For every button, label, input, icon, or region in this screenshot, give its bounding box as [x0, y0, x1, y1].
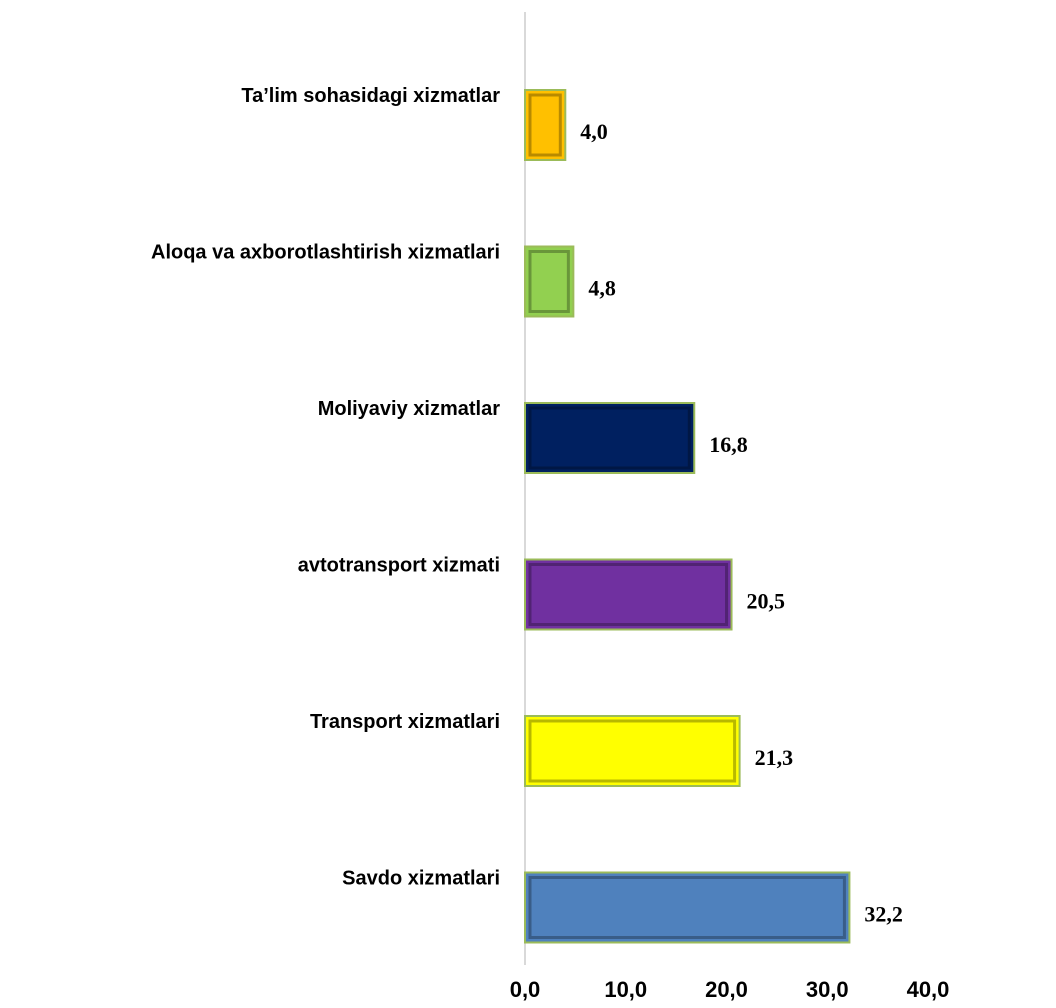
- x-tick-label: 40,0: [907, 977, 950, 1002]
- bar-bevel: [528, 406, 691, 470]
- bar-bevel: [528, 719, 737, 783]
- value-label: 20,5: [747, 589, 786, 614]
- bars-layer: [524, 89, 851, 944]
- bar-bevel: [528, 563, 729, 626]
- value-label: 4,0: [580, 119, 608, 144]
- bar-fill: [524, 89, 567, 161]
- bar: [524, 558, 733, 631]
- labels-layer: Ta’lim sohasidagi xizmatlar 4,0 Aloqa va a…: [151, 85, 903, 927]
- category-label: Transport xizmatlari: [310, 711, 500, 733]
- bar-fill: [524, 558, 733, 631]
- bar: [524, 715, 741, 787]
- category-label: Savdo xizmatlari: [342, 868, 500, 890]
- x-axis-ticks: 0,0 10,0 20,0 30,0 40,0: [510, 977, 950, 1002]
- category-label: avtotransport xizmati: [298, 555, 500, 577]
- bar: [524, 402, 696, 474]
- x-tick-label: 20,0: [705, 977, 748, 1002]
- x-tick-label: 0,0: [510, 977, 541, 1002]
- bar-bevel: [528, 250, 570, 313]
- category-label: Aloqa va axborotlashtirish xizmatlari: [151, 242, 500, 264]
- bar-bevel: [528, 876, 846, 939]
- value-label: 21,3: [755, 745, 794, 770]
- bar: [524, 871, 851, 944]
- x-tick-label: 30,0: [806, 977, 849, 1002]
- value-label: 32,2: [864, 902, 903, 927]
- value-label: 4,8: [588, 276, 616, 301]
- bar: [524, 89, 567, 161]
- value-label: 16,8: [709, 432, 748, 457]
- bar-bevel: [528, 93, 562, 157]
- x-tick-label: 10,0: [604, 977, 647, 1002]
- bar-fill: [524, 871, 851, 944]
- category-label: Ta’lim sohasidagi xizmatlar: [241, 85, 500, 107]
- bar-fill: [524, 715, 741, 787]
- bar-fill: [524, 402, 696, 474]
- bar-fill: [524, 245, 575, 318]
- category-label: Moliyaviy xizmatlar: [318, 398, 501, 420]
- bar: [524, 245, 575, 318]
